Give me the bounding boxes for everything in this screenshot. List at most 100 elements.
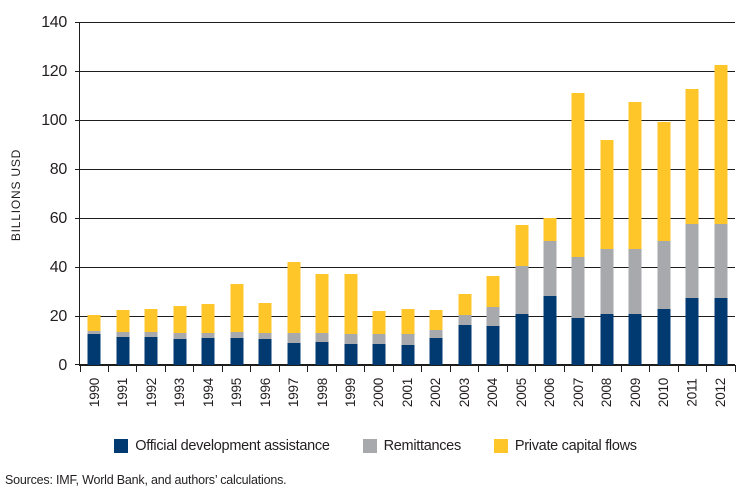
bar-segment-1996: [258, 302, 272, 334]
bar-segment-1990: [87, 330, 101, 335]
bar-2008: [600, 139, 614, 365]
bar-1990: [87, 314, 101, 365]
bar-segment-2012: [714, 64, 728, 225]
x-axis-tick: [107, 365, 109, 372]
bar-segment-2007: [571, 318, 585, 365]
bar-segment-1996: [258, 339, 272, 365]
x-tick-label-1990: 1990: [80, 365, 108, 419]
x-axis-tick: [535, 365, 537, 372]
bar-segment-1999: [344, 274, 358, 335]
bar-slot-2006: 2006: [536, 23, 565, 407]
x-tick-label-2004: 2004: [479, 365, 507, 419]
x-tick-label-text: 2010: [656, 377, 672, 407]
x-tick-label-text: 2000: [371, 377, 387, 407]
x-tick-label-2008: 2008: [593, 365, 621, 419]
x-tick-label-text: 1998: [314, 377, 330, 407]
x-axis-tick: [563, 365, 565, 372]
bar-segment-1991: [116, 309, 130, 332]
x-axis-tick: [307, 365, 309, 372]
x-tick-label-text: 1995: [229, 377, 245, 407]
x-tick-label-text: 1990: [86, 377, 102, 407]
x-tick-label-1997: 1997: [279, 365, 307, 419]
bar-segment-2009: [628, 248, 642, 314]
bar-segment-2001: [401, 345, 415, 365]
x-axis-tick: [364, 365, 366, 372]
x-tick-label-2012: 2012: [707, 365, 735, 419]
bar-slot-1994: 1994: [194, 23, 223, 407]
bar-slot-1991: 1991: [108, 23, 138, 407]
bar-segment-2002: [429, 329, 443, 339]
x-tick-label-1992: 1992: [137, 365, 165, 419]
x-axis-tick: [392, 365, 394, 372]
x-axis-tick: [79, 365, 81, 372]
bar-segment-1990: [87, 314, 101, 331]
bar-slot-1992: 1992: [137, 23, 166, 407]
y-tick-label-60: 60: [49, 210, 68, 227]
bar-1999: [344, 274, 358, 365]
bar-segment-2007: [571, 257, 585, 319]
bar-segment-2010: [657, 122, 671, 242]
x-tick-label-2003: 2003: [450, 365, 478, 419]
y-tick-label-40: 40: [49, 259, 68, 276]
bar-segment-1998: [315, 274, 329, 334]
x-tick-label-text: 1996: [257, 377, 273, 407]
bar-segment-2004: [486, 275, 500, 308]
bar-2006: [543, 218, 557, 365]
x-tick-label-2009: 2009: [621, 365, 649, 419]
bar-segment-2006: [543, 296, 557, 365]
bar-segment-2006: [543, 218, 557, 242]
bar-slot-1997: 1997: [279, 23, 309, 407]
x-tick-label-text: 2012: [713, 377, 729, 407]
bar-segment-1991: [116, 331, 130, 337]
bar-slot-2008: 2008: [593, 23, 622, 407]
x-axis-tick: [478, 365, 480, 372]
bar-segment-1993: [173, 339, 187, 365]
bar-segment-2005: [515, 313, 528, 365]
bar-slot-2005: 2005: [507, 23, 537, 407]
bar-segment-2002: [429, 309, 443, 330]
bar-segment-2011: [685, 297, 699, 365]
legend-item: Remittances: [362, 438, 461, 454]
x-tick-label-text: 2005: [514, 377, 530, 407]
bar-slot-1990: 1990: [79, 23, 109, 407]
x-axis-tick: [592, 365, 594, 372]
bar-slot-2003: 2003: [450, 23, 480, 407]
bar-2005: [515, 225, 528, 365]
bar-1996: [258, 302, 272, 365]
bar-slot-2001: 2001: [393, 23, 423, 407]
x-tick-label-2007: 2007: [564, 365, 592, 419]
x-axis-tick: [164, 365, 166, 372]
x-tick-label-text: 2008: [599, 377, 615, 407]
bar-segment-2005: [515, 265, 528, 314]
bar-segment-1996: [258, 333, 272, 340]
bar-2011: [685, 89, 699, 365]
gridline-100: [75, 119, 735, 121]
x-tick-label-text: 2011: [684, 377, 700, 407]
source-note: Sources: IMF, World Bank, and authors’ c…: [5, 473, 287, 487]
x-axis-tick: [449, 365, 451, 372]
bar-segment-1998: [315, 333, 329, 342]
bar-1992: [144, 308, 158, 365]
x-tick-label-1994: 1994: [194, 365, 222, 419]
bar-segment-2001: [401, 334, 415, 346]
x-tick-label-1993: 1993: [165, 365, 193, 419]
bar-segment-2005: [515, 225, 528, 266]
bar-segment-1992: [144, 308, 158, 332]
bar-segment-1999: [344, 344, 358, 365]
gridline-40: [75, 266, 735, 268]
x-tick-label-text: 2001: [400, 377, 416, 407]
bar-2004: [486, 275, 500, 365]
bar-segment-1992: [144, 331, 158, 337]
x-tick-label-2000: 2000: [365, 365, 393, 419]
bar-slot-2000: 2000: [365, 23, 394, 407]
bar-slot-2002: 2002: [422, 23, 451, 407]
bar-segment-2000: [372, 334, 386, 345]
bar-segment-1995: [230, 284, 244, 332]
bar-segment-1993: [173, 306, 187, 334]
bar-segment-2008: [600, 313, 614, 365]
x-tick-label-text: 2002: [428, 377, 444, 407]
bar-slot-2004: 2004: [479, 23, 508, 407]
x-axis-tick: [193, 365, 195, 372]
x-tick-label-text: 1999: [343, 377, 359, 407]
